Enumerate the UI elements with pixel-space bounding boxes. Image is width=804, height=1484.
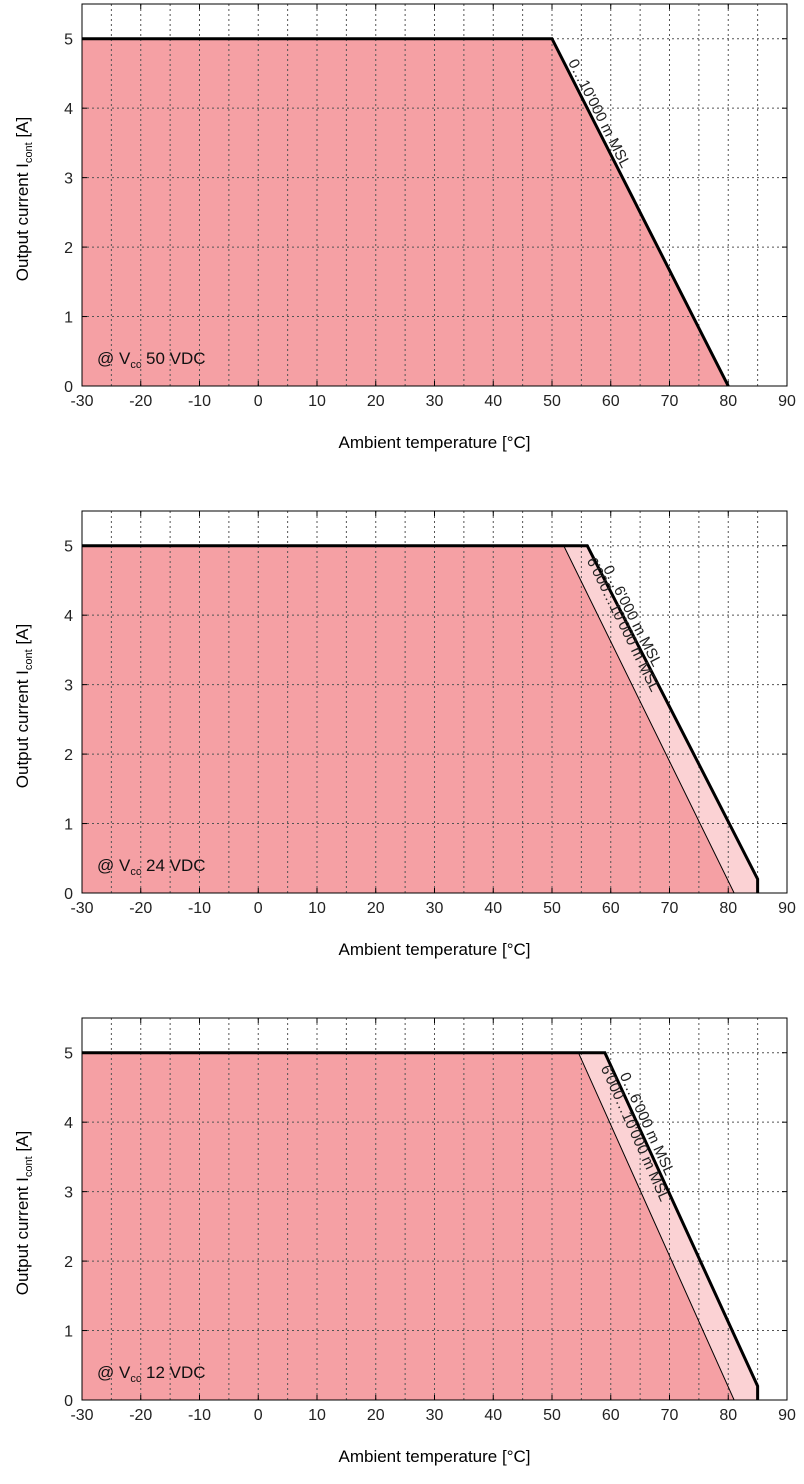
vcc-annotation: @ Vcc 12 VDC — [97, 1363, 206, 1385]
x-tick-label: 40 — [484, 1407, 502, 1424]
x-tick-label: 30 — [426, 1407, 444, 1424]
y-axis-title-sub: cont — [23, 649, 35, 670]
x-tick-label: 80 — [719, 1407, 737, 1424]
y-axis-title-sub: cont — [23, 1156, 35, 1177]
vcc-value: 12 VDC — [141, 1363, 205, 1382]
y-tick-label: 1 — [64, 1324, 73, 1341]
y-tick-label: 4 — [64, 608, 73, 625]
chart-panel-12vdc: 0…6'000 m MSL 6'000…10'000 m MSL -30 -20 -10… — [0, 1014, 804, 1484]
vcc-value: 50 VDC — [141, 349, 205, 368]
x-tick-label: 40 — [484, 393, 502, 410]
x-tick-label: 20 — [367, 393, 385, 410]
x-tick-label: -30 — [70, 1407, 93, 1424]
x-tick-label: -20 — [129, 1407, 152, 1424]
x-tick-label: -30 — [70, 393, 93, 410]
x-tick-label: -30 — [70, 900, 93, 917]
y-tick-label: 2 — [64, 1254, 73, 1271]
x-tick-label: -20 — [129, 393, 152, 410]
x-tick-label: 0 — [254, 900, 263, 917]
x-axis-title: Ambient temperature [°C] — [339, 1447, 531, 1466]
y-axis-title: Output current Icont [A] — [13, 1131, 35, 1295]
x-tick-label: 30 — [426, 393, 444, 410]
x-tick-label: 10 — [308, 900, 326, 917]
x-tick-label: 60 — [602, 393, 620, 410]
vcc-annotation: @ Vcc 50 VDC — [97, 349, 206, 371]
y-tick-label: 5 — [64, 32, 73, 49]
y-axis-title: Output current Icont [A] — [13, 117, 35, 281]
y-tick-label: 0 — [64, 379, 73, 396]
x-tick-label: 80 — [719, 393, 737, 410]
x-tick-label: 50 — [543, 393, 561, 410]
x-tick-label: 10 — [308, 393, 326, 410]
y-tick-label: 0 — [64, 1393, 73, 1410]
y-tick-label: 4 — [64, 1115, 73, 1132]
x-axis-title: Ambient temperature [°C] — [339, 433, 531, 452]
y-axis-title-unit: [A] — [13, 1131, 32, 1157]
series-line-1 — [82, 545, 735, 894]
x-tick-label: 50 — [543, 1407, 561, 1424]
y-axis-title-unit: [A] — [13, 624, 32, 650]
x-tick-label: -10 — [188, 900, 211, 917]
x-tick-label: -10 — [188, 1407, 211, 1424]
y-tick-label: 4 — [64, 101, 73, 118]
y-axis-title-main: Output current I — [13, 163, 32, 281]
y-tick-label: 5 — [64, 1046, 73, 1063]
x-tick-label: 10 — [308, 1407, 326, 1424]
x-tick-label: 20 — [367, 900, 385, 917]
y-tick-label: 3 — [64, 678, 73, 695]
vcc-prefix: @ V — [97, 1363, 131, 1382]
y-tick-label: 0 — [64, 886, 73, 903]
x-tick-label: 50 — [543, 900, 561, 917]
vcc-sub: cc — [130, 1373, 142, 1385]
area-fill-inner — [82, 1052, 735, 1400]
x-tick-label: 90 — [778, 393, 796, 410]
y-axis-title-main: Output current I — [13, 1177, 32, 1295]
vcc-sub: cc — [130, 359, 142, 371]
y-axis-title-main: Output current I — [13, 670, 32, 788]
vcc-annotation: @ Vcc 24 VDC — [97, 856, 206, 878]
vcc-prefix: @ V — [97, 856, 131, 875]
y-tick-label: 3 — [64, 171, 73, 188]
x-tick-label: 0 — [254, 393, 263, 410]
x-tick-label: 20 — [367, 1407, 385, 1424]
vcc-sub: cc — [130, 866, 142, 878]
chart-panel-50vdc: 0…10'000 m MSL -30 -20 -10 0 10 20 30 40 50 60 70 80… — [0, 0, 804, 470]
y-axis-title-unit: [A] — [13, 117, 32, 143]
y-tick-label: 5 — [64, 539, 73, 556]
y-tick-label: 3 — [64, 1185, 73, 1202]
y-tick-label: 1 — [64, 310, 73, 327]
y-tick-label: 2 — [64, 240, 73, 257]
x-tick-label: 70 — [661, 900, 679, 917]
x-tick-label: 60 — [602, 1407, 620, 1424]
series-line-1 — [82, 1052, 735, 1401]
x-axis-title: Ambient temperature [°C] — [339, 940, 531, 959]
x-tick-label: 40 — [484, 900, 502, 917]
y-tick-label: 2 — [64, 747, 73, 764]
chart-svg-50vdc: 0…10'000 m MSL-30 -20 -10 0 10 20 30 40 50 60 70 80… — [13, 3, 796, 452]
x-tick-label: -20 — [129, 900, 152, 917]
x-tick-label: 90 — [778, 900, 796, 917]
area-fill-outer — [82, 38, 729, 387]
y-tick-label: 1 — [64, 817, 73, 834]
x-tick-label: 30 — [426, 900, 444, 917]
chart-panel-24vdc: 0…6'000 m MSL 6'000…10'000 m MSL -30 -20 -10… — [0, 507, 804, 977]
series-line-0 — [82, 37, 730, 387]
x-tick-label: 70 — [661, 1407, 679, 1424]
y-axis-title: Output current Icont [A] — [13, 624, 35, 788]
x-tick-label: 60 — [602, 900, 620, 917]
area-fill-inner — [82, 545, 735, 893]
x-tick-label: 80 — [719, 900, 737, 917]
x-tick-label: -10 — [188, 393, 211, 410]
vcc-prefix: @ V — [97, 349, 131, 368]
y-axis-title-sub: cont — [23, 142, 35, 163]
vcc-value: 24 VDC — [141, 856, 205, 875]
x-tick-label: 0 — [254, 1407, 263, 1424]
x-tick-label: 90 — [778, 1407, 796, 1424]
x-tick-label: 70 — [661, 393, 679, 410]
